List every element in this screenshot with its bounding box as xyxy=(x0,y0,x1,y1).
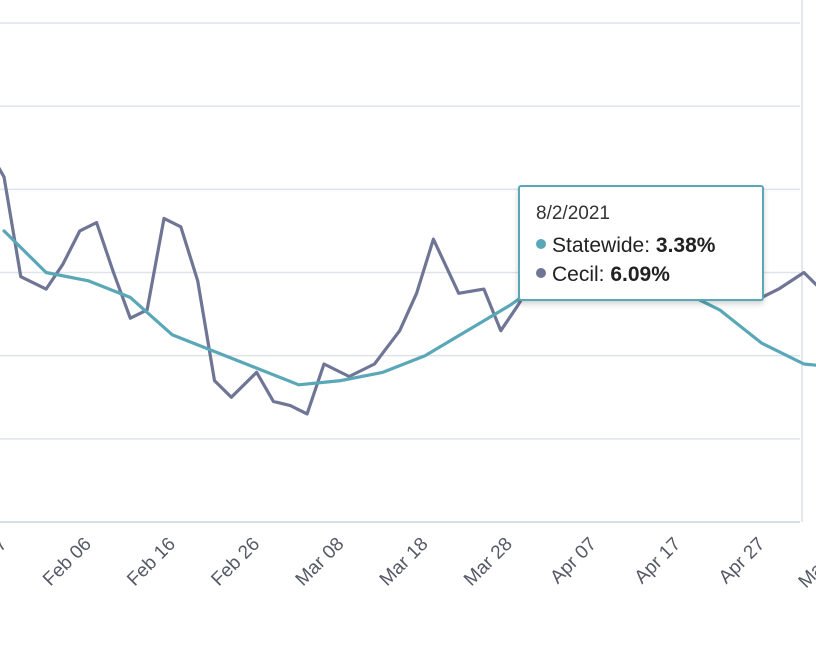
x-tick-label: Mar 08 xyxy=(292,534,349,591)
tooltip-statewide-label: Statewide: xyxy=(552,234,651,257)
x-tick-label: Feb 26 xyxy=(207,534,264,591)
x-tick-label: Feb 06 xyxy=(39,534,96,591)
tooltip-statewide-value: 3.38% xyxy=(655,234,716,257)
tooltip-row-cecil: Cecil: 6.09% xyxy=(536,260,762,289)
x-tick-label: Feb 16 xyxy=(123,534,180,591)
tooltip-cecil-label: Cecil: xyxy=(552,263,605,286)
gridlines xyxy=(0,0,803,523)
x-tick-label: Apr 07 xyxy=(546,534,600,588)
cecil-legend-dot xyxy=(536,268,546,278)
x-tick-label: May 07 xyxy=(795,534,816,593)
x-tick-label: Mar 18 xyxy=(376,534,433,591)
tooltip-row-statewide: Statewide: 3.38% xyxy=(536,231,762,260)
x-tick-label: Apr 17 xyxy=(631,534,685,588)
series-line-statewide xyxy=(2,229,816,387)
x-tick-label: Apr 27 xyxy=(715,534,769,588)
x-tick-label: Mar 28 xyxy=(460,534,517,591)
statewide-legend-dot xyxy=(536,239,546,249)
hover-tooltip: 8/2/2021 Statewide: 3.38% Cecil: 6.09% xyxy=(518,185,764,301)
tooltip-date: 8/2/2021 xyxy=(536,203,610,224)
tooltip-cecil-value: 6.09% xyxy=(610,263,670,286)
x-tick-label: Jan 27 xyxy=(0,534,12,589)
x-axis-ticks: Jan 27 Feb 06 Feb 16 Feb 26 Mar 08 Mar 18 Mar … xyxy=(0,534,816,593)
